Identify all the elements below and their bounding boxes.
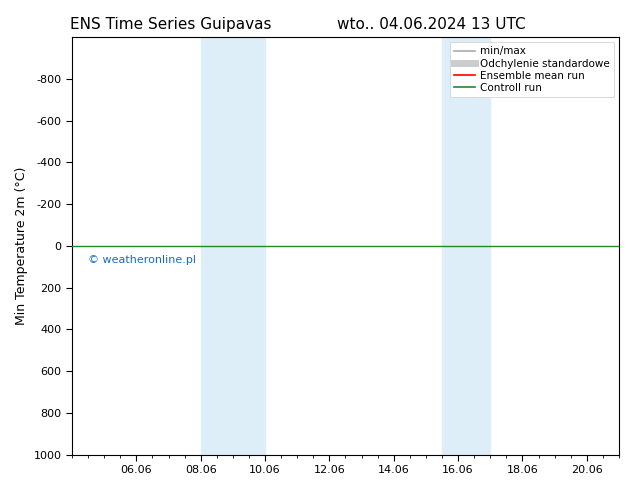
Text: ENS Time Series Guipavas: ENS Time Series Guipavas: [70, 17, 272, 32]
Y-axis label: Min Temperature 2m (°C): Min Temperature 2m (°C): [15, 167, 28, 325]
Bar: [442, 37, 490, 455]
Legend: min/max, Odchylenie standardowe, Ensemble mean run, Controll run: min/max, Odchylenie standardowe, Ensembl…: [450, 42, 614, 97]
Bar: [201, 37, 265, 455]
Text: wto.. 04.06.2024 13 UTC: wto.. 04.06.2024 13 UTC: [337, 17, 526, 32]
Text: © weatheronline.pl: © weatheronline.pl: [88, 255, 197, 266]
